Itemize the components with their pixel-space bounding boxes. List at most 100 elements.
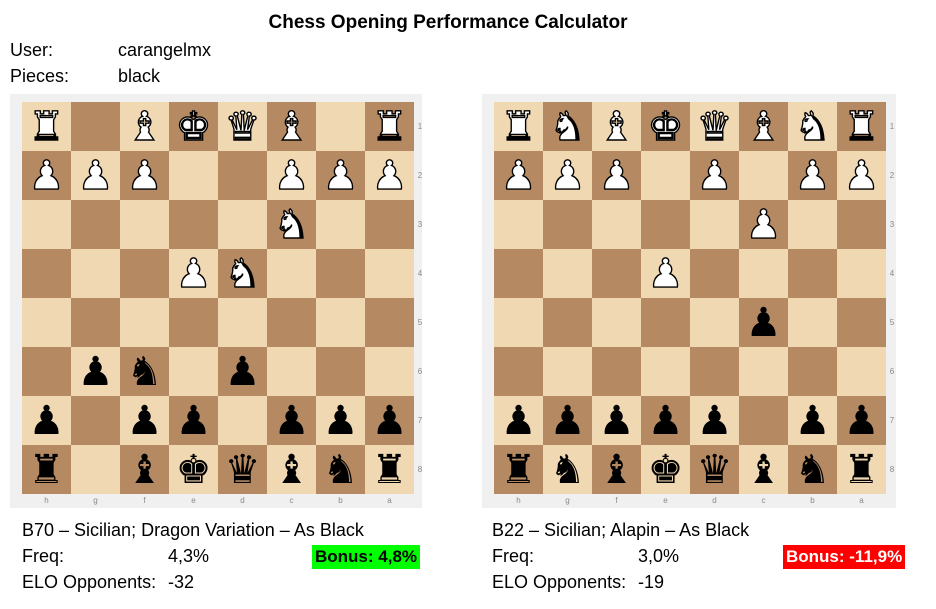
board-square[interactable] — [267, 298, 316, 347]
board-square[interactable]: ♞ — [267, 200, 316, 249]
board-square[interactable] — [218, 200, 267, 249]
white-pawn-icon[interactable]: ♟ — [77, 152, 114, 199]
board-square[interactable] — [494, 249, 543, 298]
board-square[interactable] — [22, 200, 71, 249]
white-pawn-icon[interactable]: ♟ — [175, 250, 212, 297]
board-square[interactable]: ♞ — [543, 445, 592, 494]
board-square[interactable] — [543, 298, 592, 347]
board-square[interactable]: ♟ — [543, 396, 592, 445]
black-pawn-icon[interactable]: ♟ — [843, 397, 880, 444]
board-square[interactable]: ♟ — [543, 151, 592, 200]
board-square[interactable]: ♟ — [837, 396, 886, 445]
board-square[interactable]: ♟ — [690, 396, 739, 445]
black-pawn-icon[interactable]: ♟ — [696, 397, 733, 444]
white-rook-icon[interactable]: ♜ — [500, 103, 537, 150]
board-square[interactable] — [22, 249, 71, 298]
board-square[interactable]: ♜ — [494, 445, 543, 494]
board-square[interactable]: ♜ — [837, 102, 886, 151]
board-square[interactable]: ♛ — [218, 445, 267, 494]
board-square[interactable] — [120, 200, 169, 249]
black-queen-icon[interactable]: ♛ — [696, 446, 733, 493]
board-square[interactable]: ♟ — [837, 151, 886, 200]
board-square[interactable] — [837, 249, 886, 298]
board-square[interactable] — [788, 249, 837, 298]
board-square[interactable]: ♟ — [494, 151, 543, 200]
board-square[interactable]: ♞ — [218, 249, 267, 298]
white-pawn-icon[interactable]: ♟ — [745, 201, 782, 248]
board-square[interactable] — [316, 102, 365, 151]
black-pawn-icon[interactable]: ♟ — [322, 397, 359, 444]
black-pawn-icon[interactable]: ♟ — [77, 348, 114, 395]
white-queen-icon[interactable]: ♛ — [224, 103, 261, 150]
white-pawn-icon[interactable]: ♟ — [598, 152, 635, 199]
white-pawn-icon[interactable]: ♟ — [500, 152, 537, 199]
board-square[interactable] — [494, 200, 543, 249]
board-square[interactable]: ♜ — [494, 102, 543, 151]
board-square[interactable] — [218, 298, 267, 347]
board-square[interactable] — [739, 249, 788, 298]
board-square[interactable] — [690, 200, 739, 249]
board-square[interactable]: ♞ — [316, 445, 365, 494]
board-square[interactable] — [71, 249, 120, 298]
board-square[interactable]: ♟ — [169, 396, 218, 445]
board-square[interactable] — [837, 347, 886, 396]
board-square[interactable]: ♛ — [218, 102, 267, 151]
board-square[interactable]: ♛ — [690, 102, 739, 151]
black-bishop-icon[interactable]: ♝ — [745, 446, 782, 493]
board-square[interactable] — [316, 200, 365, 249]
board-square[interactable] — [267, 347, 316, 396]
black-bishop-icon[interactable]: ♝ — [126, 446, 163, 493]
board-square[interactable]: ♟ — [592, 396, 641, 445]
board-square[interactable]: ♟ — [494, 396, 543, 445]
board-square[interactable]: ♟ — [316, 396, 365, 445]
board-square[interactable]: ♟ — [739, 298, 788, 347]
black-pawn-icon[interactable]: ♟ — [175, 397, 212, 444]
black-pawn-icon[interactable]: ♟ — [794, 397, 831, 444]
board-square[interactable]: ♟ — [365, 151, 414, 200]
board-square[interactable] — [543, 200, 592, 249]
board-square[interactable] — [543, 347, 592, 396]
white-queen-icon[interactable]: ♛ — [696, 103, 733, 150]
black-queen-icon[interactable]: ♛ — [224, 446, 261, 493]
board-square[interactable] — [71, 445, 120, 494]
board-square[interactable] — [71, 298, 120, 347]
board-square[interactable]: ♝ — [592, 445, 641, 494]
board-square[interactable]: ♚ — [641, 445, 690, 494]
board-square[interactable] — [365, 249, 414, 298]
board-square[interactable] — [316, 347, 365, 396]
white-pawn-icon[interactable]: ♟ — [794, 152, 831, 199]
board-square[interactable] — [641, 347, 690, 396]
black-pawn-icon[interactable]: ♟ — [647, 397, 684, 444]
black-pawn-icon[interactable]: ♟ — [549, 397, 586, 444]
board-square[interactable]: ♟ — [71, 347, 120, 396]
white-pawn-icon[interactable]: ♟ — [549, 152, 586, 199]
board-square[interactable] — [120, 249, 169, 298]
black-knight-icon[interactable]: ♞ — [794, 446, 831, 493]
white-knight-icon[interactable]: ♞ — [549, 103, 586, 150]
board-square[interactable]: ♟ — [641, 249, 690, 298]
board-square[interactable] — [71, 102, 120, 151]
board-square[interactable] — [788, 298, 837, 347]
black-knight-icon[interactable]: ♞ — [322, 446, 359, 493]
board-square[interactable] — [837, 298, 886, 347]
board-square[interactable] — [494, 347, 543, 396]
board-square[interactable] — [690, 249, 739, 298]
board-square[interactable] — [169, 200, 218, 249]
board-square[interactable]: ♟ — [316, 151, 365, 200]
black-pawn-icon[interactable]: ♟ — [28, 397, 65, 444]
black-bishop-icon[interactable]: ♝ — [273, 446, 310, 493]
board-square[interactable] — [71, 200, 120, 249]
board-square[interactable]: ♝ — [592, 102, 641, 151]
board-square[interactable] — [690, 298, 739, 347]
board-square[interactable] — [365, 200, 414, 249]
white-king-icon[interactable]: ♚ — [175, 103, 212, 150]
white-bishop-icon[interactable]: ♝ — [126, 103, 163, 150]
black-pawn-icon[interactable]: ♟ — [273, 397, 310, 444]
white-pawn-icon[interactable]: ♟ — [322, 152, 359, 199]
board-square[interactable] — [739, 396, 788, 445]
board-square[interactable] — [169, 151, 218, 200]
black-pawn-icon[interactable]: ♟ — [598, 397, 635, 444]
board-square[interactable] — [316, 249, 365, 298]
board-square[interactable]: ♟ — [120, 396, 169, 445]
board-square[interactable]: ♟ — [365, 396, 414, 445]
